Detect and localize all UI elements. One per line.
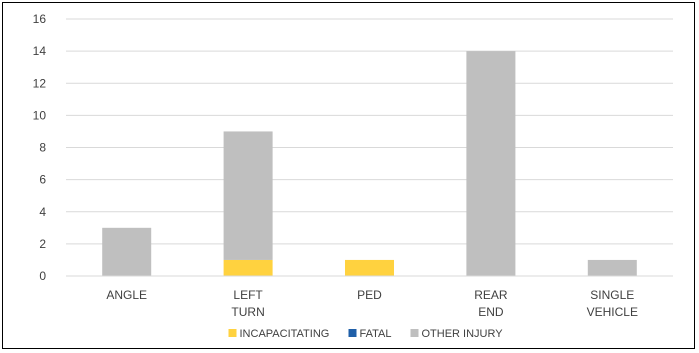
x-tick-label: ANGLE [106,288,147,302]
x-tick-label: REAR [474,288,508,302]
bars [102,51,637,276]
bar-other-injury [102,227,152,276]
y-tick-label: 0 [39,269,46,283]
legend-swatch [348,329,357,337]
y-tick-label: 4 [39,205,46,219]
legend-swatch [228,329,237,337]
bar-incapacitating [345,259,394,276]
stacked-bar-chart: 0 2 4 6 8 10 12 14 16 ANGLE LEFT TURN PED REAR END SING… [33,12,673,340]
legend-label: FATAL [360,328,392,340]
y-tick-label: 14 [33,44,47,58]
x-tick-label: LEFT [233,288,263,302]
y-tick-label: 8 [39,141,46,155]
bar-other-injury [223,131,273,260]
legend-label: INCAPACITATING [240,328,330,340]
bar-other-injury [587,259,637,276]
y-tick-label: 10 [33,108,47,122]
gridlines [66,18,673,277]
legend-swatch [410,329,419,337]
bar-other-injury [466,51,516,276]
y-tick-label: 2 [39,237,46,251]
axes: 0 2 4 6 8 10 12 14 16 ANGLE LEFT TURN PED REAR END SING… [33,12,673,319]
legend: INCAPACITATING FATAL OTHER INJURY [228,328,504,340]
x-tick-label: VEHICLE [587,305,638,319]
x-tick-label: SINGLE [590,288,634,302]
y-tick-label: 12 [33,76,47,90]
chart-frame: 0 2 4 6 8 10 12 14 16 ANGLE LEFT TURN PED REAR END SING… [2,2,695,349]
y-tick-label: 16 [33,12,47,26]
bar-incapacitating [223,259,273,276]
x-tick-label: END [478,305,504,319]
x-tick-label: PED [357,288,382,302]
y-tick-label: 6 [39,173,46,187]
x-tick-label: TURN [231,305,264,319]
legend-label: OTHER INJURY [422,328,504,340]
